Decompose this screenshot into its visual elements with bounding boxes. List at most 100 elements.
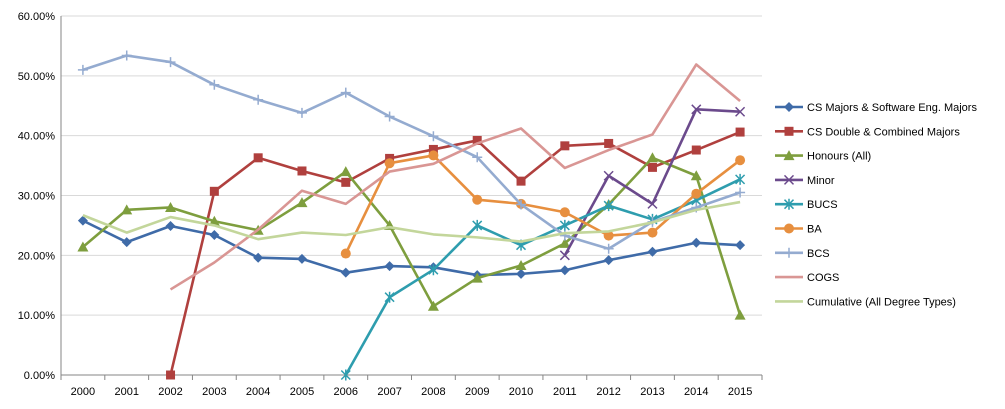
series-line xyxy=(169,63,741,291)
x-tick-label: 2000 xyxy=(71,386,95,398)
y-tick-label: 50.00% xyxy=(18,71,56,83)
legend-swatch-marker xyxy=(784,223,794,234)
data-point xyxy=(340,87,351,98)
data-point xyxy=(296,197,308,208)
data-point xyxy=(296,107,307,118)
data-point xyxy=(384,111,395,122)
data-point xyxy=(735,106,746,117)
data-point xyxy=(165,221,176,232)
data-point xyxy=(77,215,88,226)
data-point xyxy=(603,255,614,266)
legend-label: CS Double & Combined Majors xyxy=(807,126,960,138)
legend: CS Majors & Software Eng. Majors CS Doubl… xyxy=(775,102,977,308)
data-point xyxy=(209,186,219,196)
data-point xyxy=(559,219,570,231)
legend-swatch-marker xyxy=(784,102,794,112)
y-tick-label: 20.00% xyxy=(18,250,56,262)
data-point xyxy=(559,237,571,248)
x-tick-label: 2014 xyxy=(684,386,708,398)
series-6 xyxy=(77,50,746,254)
data-point xyxy=(559,265,570,276)
data-point xyxy=(384,261,395,272)
legend-swatch-marker xyxy=(784,126,794,136)
data-point xyxy=(340,248,351,259)
data-point xyxy=(560,141,570,151)
data-point xyxy=(603,170,614,181)
data-point xyxy=(735,173,746,185)
data-point xyxy=(428,264,439,276)
legend-label: BA xyxy=(807,224,822,236)
data-point xyxy=(209,79,220,90)
x-tick-label: 2011 xyxy=(553,386,577,398)
series-1 xyxy=(166,127,745,380)
data-point xyxy=(515,260,527,271)
data-point xyxy=(253,94,264,105)
legend-swatch-marker xyxy=(783,150,795,161)
data-point xyxy=(603,230,614,241)
series-line xyxy=(344,154,741,255)
data-point xyxy=(428,131,439,142)
x-tick-label: 2003 xyxy=(202,386,226,398)
gridlines xyxy=(61,15,762,316)
data-point xyxy=(735,187,746,198)
x-tick-label: 2012 xyxy=(596,386,620,398)
data-point xyxy=(516,199,527,210)
y-tick-label: 0.00% xyxy=(24,370,55,382)
x-tick-label: 2006 xyxy=(334,386,358,398)
data-point xyxy=(384,291,395,303)
legend-item: CS Double & Combined Majors xyxy=(775,126,960,138)
data-point xyxy=(384,158,395,169)
legend-swatch-marker xyxy=(784,247,794,258)
y-tick-label: 30.00% xyxy=(18,191,56,203)
data-point xyxy=(647,227,658,238)
legend-swatch-marker xyxy=(783,198,795,210)
data-point xyxy=(691,145,701,155)
y-tick-label: 10.00% xyxy=(18,310,56,322)
legend-label: Honours (All) xyxy=(807,151,871,163)
legend-swatch-marker xyxy=(783,174,795,185)
legend-item: BA xyxy=(775,223,822,236)
legend-item: Minor xyxy=(775,174,835,187)
data-point xyxy=(516,176,526,186)
x-tick-label: 2005 xyxy=(290,386,314,398)
x-tick-label: 2004 xyxy=(246,386,270,398)
data-point xyxy=(559,207,570,218)
data-point xyxy=(735,127,745,137)
data-point xyxy=(296,253,307,264)
legend-label: CS Majors & Software Eng. Majors xyxy=(807,102,977,114)
y-tick-label: 60.00% xyxy=(18,11,56,23)
legend-label: COGS xyxy=(807,272,839,284)
axes: 0.00% 10.00% 20.00% 30.00% 40.00% 50.00% 60.00… xyxy=(18,11,763,398)
data-point xyxy=(340,267,351,278)
data-point xyxy=(428,150,439,161)
series-8 xyxy=(82,200,741,243)
data-point xyxy=(121,237,132,248)
series-line xyxy=(82,156,742,316)
data-point xyxy=(208,215,220,226)
legend-label: BCS xyxy=(807,248,830,260)
data-point xyxy=(341,177,351,187)
legend-item: COGS xyxy=(775,272,839,284)
data-point xyxy=(165,201,177,212)
data-point xyxy=(603,243,614,254)
data-point xyxy=(472,135,482,145)
data-point xyxy=(516,268,527,279)
x-tick-label: 2013 xyxy=(640,386,664,398)
data-point xyxy=(735,240,746,251)
legend-label: Cumulative (All Degree Types) xyxy=(807,296,956,308)
data-point xyxy=(253,153,263,163)
x-tick-label: 2015 xyxy=(728,386,752,398)
data-point xyxy=(604,138,614,148)
data-point xyxy=(121,50,132,61)
data-point xyxy=(77,64,88,75)
data-point xyxy=(253,252,264,263)
data-point xyxy=(165,57,176,68)
data-point xyxy=(340,369,351,381)
data-point xyxy=(77,241,89,252)
legend-item: BCS xyxy=(775,248,830,260)
legend-item: CS Majors & Software Eng. Majors xyxy=(775,102,977,114)
data-point xyxy=(734,309,746,320)
data-point xyxy=(297,166,307,176)
